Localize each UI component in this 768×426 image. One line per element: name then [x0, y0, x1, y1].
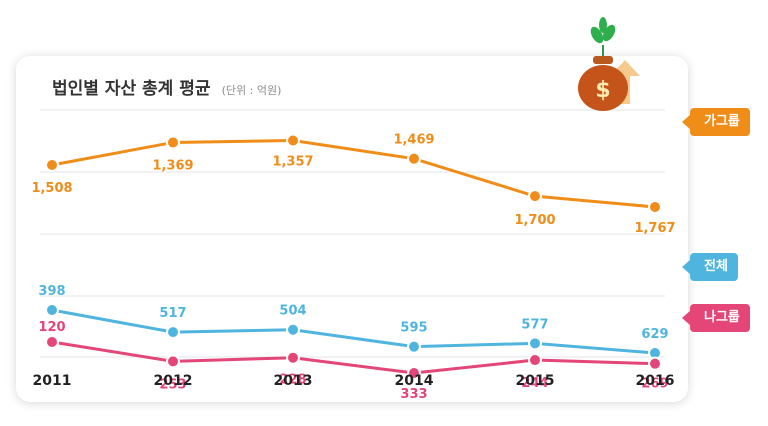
x-tick-label: 2015 [516, 373, 555, 389]
legend-tag: 가그룹 [682, 108, 750, 136]
data-points [45, 133, 662, 380]
x-tick-label: 2012 [154, 373, 193, 389]
chart-header: 법인별 자산 총계 평균 (단위 : 억원) [52, 74, 281, 99]
x-tick-label: 2013 [274, 373, 313, 389]
x-tick-label: 2011 [33, 373, 72, 389]
data-label: 120 [38, 320, 65, 335]
data-label: 228 [279, 373, 306, 388]
data-point [286, 322, 300, 337]
data-label: 577 [521, 317, 548, 332]
x-tick-label: 2014 [395, 373, 434, 389]
data-label: 1,508 [31, 181, 72, 196]
series-line [51, 340, 656, 375]
x-tick-label: 2016 [636, 373, 675, 389]
series-lines [51, 139, 656, 375]
data-label: 244 [521, 376, 548, 391]
data-point [407, 151, 421, 166]
unit-note: (단위 : 억원) [221, 84, 282, 97]
chart-title: 법인별 자산 총계 평균 [52, 79, 211, 99]
x-axis: 2011 2012 2013 2014 2015 2016 [33, 373, 675, 389]
data-label: 1,700 [514, 213, 555, 228]
chart-card [16, 56, 688, 402]
data-point [45, 158, 59, 172]
data-label: 333 [400, 387, 427, 402]
data-point [166, 325, 180, 340]
legend-tag: 나그룹 [682, 304, 750, 332]
data-label: 504 [279, 304, 306, 319]
data-labels: 1,508 1,369 1,357 1,469 1,700 1,767 398 517 504 5… [31, 133, 675, 402]
data-label: 1,369 [152, 158, 193, 173]
data-point [528, 353, 542, 368]
data-label: 398 [38, 284, 65, 299]
data-point [45, 303, 59, 317]
money-bag-icon: $ [578, 17, 640, 111]
series-line [51, 139, 656, 209]
grid [40, 109, 665, 358]
data-point [45, 335, 59, 349]
series-line [51, 308, 656, 355]
data-label: 629 [641, 327, 668, 342]
legend-tag: 전체 [682, 253, 738, 281]
data-label: 1,357 [272, 155, 313, 170]
data-point [407, 366, 421, 380]
data-label: 253 [159, 377, 186, 392]
data-point [648, 200, 662, 214]
data-label: 517 [159, 306, 186, 321]
data-point [648, 356, 662, 371]
data-point [166, 354, 180, 369]
data-label: 595 [400, 321, 427, 336]
data-point [166, 135, 180, 150]
data-point [528, 189, 542, 204]
data-point [286, 350, 300, 365]
data-label: 1,469 [393, 133, 434, 148]
data-point [528, 336, 542, 351]
svg-text:$: $ [595, 78, 610, 103]
data-label: 269 [641, 377, 668, 392]
data-point [407, 339, 421, 354]
data-label: 1,767 [634, 221, 675, 236]
data-point [286, 133, 300, 148]
